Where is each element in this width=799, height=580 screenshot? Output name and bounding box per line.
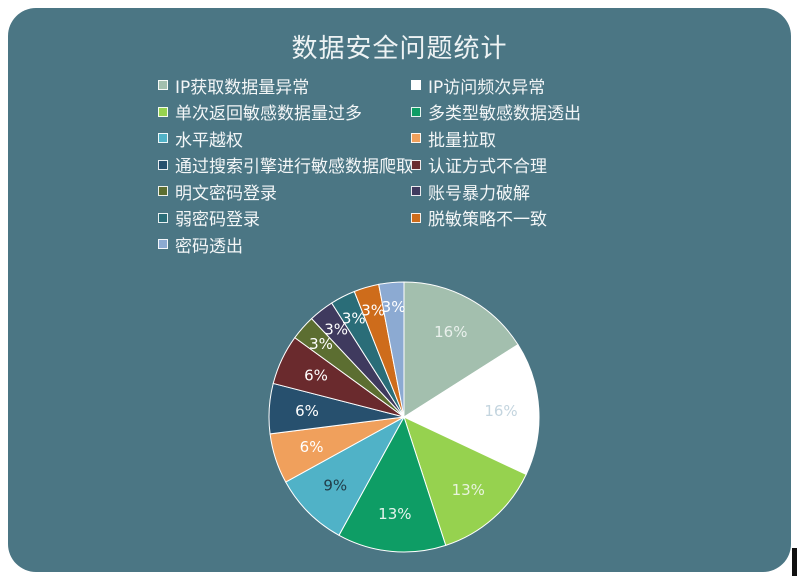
legend-item: IP获取数据量异常: [158, 74, 310, 98]
legend-swatch: [411, 80, 421, 90]
legend-label: 弱密码登录: [175, 210, 260, 230]
legend-label: 通过搜索引擎进行敏感数据爬取: [175, 157, 413, 177]
legend-swatch: [158, 80, 168, 90]
legend-swatch: [411, 212, 421, 223]
edge-marker: [792, 548, 797, 576]
legend-item: 认证方式不合理: [411, 154, 547, 177]
legend-item: 多类型敏感数据透出: [411, 101, 581, 124]
pie-data-label: 3%: [361, 302, 385, 320]
legend-swatch: [158, 159, 168, 170]
pie-data-label: 3%: [324, 321, 348, 339]
pie-data-label: 6%: [304, 367, 328, 385]
legend-swatch: [158, 239, 168, 249]
legend-label: 账号暴力破解: [428, 183, 530, 204]
pie-slice: [402, 343, 540, 476]
legend-label: 多类型敏感数据透出: [428, 104, 581, 124]
legend-swatch: [158, 212, 168, 223]
pie-data-label: 16%: [434, 323, 467, 341]
legend-label: IP访问频次异常: [428, 77, 546, 98]
legend-item: 弱密码登录: [158, 207, 260, 230]
legend-swatch: [158, 133, 168, 143]
legend-swatch: [411, 159, 421, 170]
legend-item: IP访问频次异常: [411, 74, 546, 98]
pie-slice: [378, 281, 405, 418]
chart-card: 数据安全问题统计 IP获取数据量异常 IP访问频次异常单次返回敏感数据量过多 多类型…: [8, 8, 791, 572]
legend-item: 账号暴力破解: [411, 180, 530, 204]
pie-data-label: 6%: [295, 402, 319, 420]
legend-label: 水平越权: [175, 130, 243, 151]
legend-label: 认证方式不合理: [428, 157, 547, 177]
legend-swatch: [411, 133, 421, 143]
legend-item: 水平越权: [158, 127, 243, 151]
pie-slice: [338, 415, 447, 553]
legend-label: 脱敏策略不一致: [428, 210, 547, 230]
legend-item: 密码透出: [158, 233, 243, 257]
legend-item: 通过搜索引擎进行敏感数据爬取: [158, 154, 413, 177]
legend-swatch: [158, 186, 168, 196]
legend-item: 脱敏策略不一致: [411, 207, 547, 230]
legend-swatch: [158, 106, 168, 117]
pie-data-label: 3%: [309, 335, 333, 353]
pie-slice: [403, 281, 519, 418]
legend-swatch: [411, 186, 421, 196]
legend-label: 明文密码登录: [175, 183, 277, 204]
legend-label: IP获取数据量异常: [175, 77, 310, 98]
legend-item: 明文密码登录: [158, 180, 277, 204]
pie-data-label: 16%: [484, 402, 517, 420]
pie-data-label: 6%: [300, 438, 324, 456]
legend-label: 密码透出: [175, 236, 243, 257]
pie-data-label: 13%: [378, 505, 411, 523]
legend-label: 单次返回敏感数据量过多: [175, 104, 362, 124]
pie-data-label: 3%: [382, 298, 406, 316]
chart-title: 数据安全问题统计: [291, 34, 508, 64]
pie-data-label: 3%: [342, 309, 366, 327]
pie-data-label: 9%: [323, 477, 347, 495]
legend-swatch: [411, 106, 421, 117]
legend-item: 单次返回敏感数据量过多: [158, 101, 362, 124]
pie-slice: [403, 416, 527, 547]
pie-data-label: 13%: [452, 481, 485, 499]
legend-item: 批量拉取: [411, 127, 496, 151]
legend-label: 批量拉取: [428, 130, 496, 151]
pie-chart: 16%16%13%13%9%6%6%6%3%3%3%3%3%: [268, 281, 540, 553]
